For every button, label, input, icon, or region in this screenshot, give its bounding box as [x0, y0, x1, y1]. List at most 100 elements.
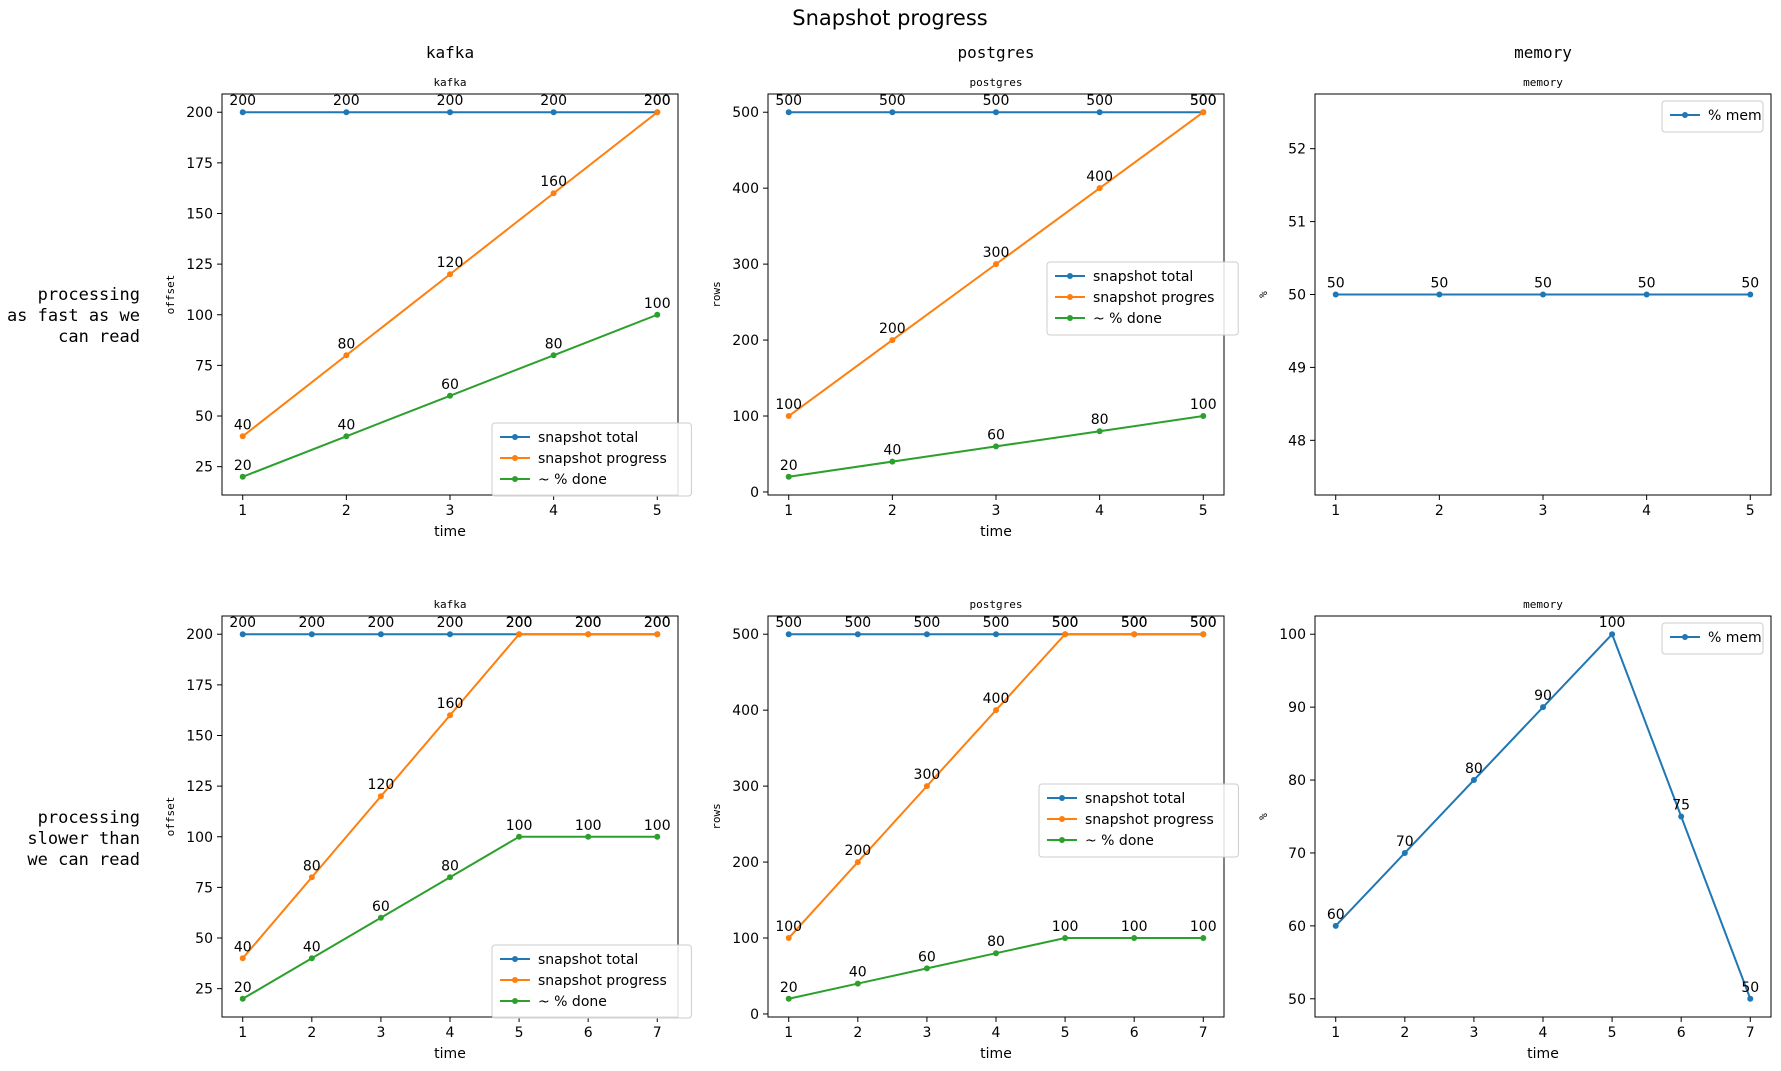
data-point [654, 631, 661, 638]
y-tick-label: 125 [186, 779, 213, 795]
column-header-kafka: kafka [426, 43, 474, 62]
data-point [1609, 631, 1616, 638]
data-point [993, 261, 999, 268]
y-tick-label: 200 [732, 855, 759, 871]
data-label: 500 [1052, 615, 1079, 631]
data-point [1200, 413, 1207, 420]
legend-frame [1661, 100, 1764, 133]
legend-swatch-marker [1059, 795, 1065, 801]
data-label: 160 [540, 174, 567, 190]
y-tick-label: 100 [732, 409, 759, 425]
data-label: 200 [644, 93, 671, 109]
data-label: 90 [1534, 688, 1552, 704]
data-label: 500 [1190, 93, 1217, 109]
data-point [239, 473, 246, 480]
legend-swatch-marker [512, 455, 518, 461]
x-axis-label: time [980, 524, 1012, 540]
data-label: 500 [914, 615, 941, 631]
row-label-line: we can read [27, 850, 140, 870]
data-label: 50 [1534, 276, 1552, 292]
chart-panel-memory: memory 1 2 3 4 5 48 49 50 51 52% 50 50 50 50 50 % mem [1257, 76, 1772, 519]
y-tick-label: 0 [750, 1007, 759, 1023]
x-tick-label: 7 [653, 1025, 662, 1041]
data-label: 200 [437, 93, 464, 109]
legend-swatch-marker [1059, 837, 1065, 843]
data-point [1131, 935, 1138, 942]
y-tick-label: 200 [186, 105, 213, 121]
y-tick-label: 125 [186, 257, 213, 273]
data-point [239, 109, 246, 116]
x-tick-label: 5 [1608, 1025, 1617, 1041]
data-label: 200 [575, 615, 602, 631]
panel-title: postgres [970, 76, 1023, 89]
data-label: 50 [1741, 980, 1759, 996]
y-tick-label: 150 [186, 206, 213, 222]
data-point [1062, 935, 1069, 942]
data-point [854, 859, 861, 866]
y-tick-label: 500 [732, 627, 759, 643]
data-label: 60 [1327, 907, 1345, 923]
panel-title: kafka [433, 598, 466, 611]
data-point [377, 914, 384, 921]
x-tick-label: 2 [342, 503, 351, 519]
data-point [550, 352, 557, 359]
x-tick-label: 3 [1539, 503, 1548, 519]
data-label: 200 [644, 615, 671, 631]
data-label: 40 [234, 939, 252, 955]
data-point [308, 631, 315, 638]
data-label: 20 [780, 980, 798, 996]
x-axis-label: time [1527, 1046, 1559, 1062]
legend-swatch-marker [1682, 112, 1688, 118]
chart-panel-kafka: kafka 1 2 3 4 5 6 7 25 50 75 100 125 150 175 200 time off… [164, 598, 692, 1062]
data-point [785, 109, 792, 116]
data-label: 500 [1086, 93, 1113, 109]
data-point [239, 433, 246, 440]
x-tick-label: 6 [584, 1025, 593, 1041]
panel-title: memory [1523, 76, 1563, 89]
legend-frame [1038, 783, 1239, 858]
data-label: 200 [575, 615, 602, 631]
data-point [654, 109, 661, 116]
data-label: 300 [983, 245, 1010, 261]
data-label: 40 [234, 417, 252, 433]
column-header-memory: memory [1514, 43, 1572, 62]
data-label: 500 [1190, 93, 1217, 109]
data-label: 100 [1190, 397, 1217, 413]
data-point [1096, 185, 1103, 192]
x-tick-label: 3 [376, 1025, 385, 1041]
legend-entry: snapshot total [1085, 791, 1185, 807]
data-label: 50 [1638, 276, 1656, 292]
y-tick-label: 300 [732, 779, 759, 795]
data-label: 160 [437, 696, 464, 712]
x-tick-label: 1 [1331, 1025, 1340, 1041]
legend: % mem [1661, 100, 1764, 133]
y-axis-label: offset [164, 797, 177, 837]
data-point [1678, 813, 1685, 820]
legend-swatch-marker [1067, 315, 1073, 321]
y-tick-label: 500 [732, 105, 759, 121]
data-label: 500 [983, 615, 1010, 631]
data-point [1200, 631, 1207, 638]
figure-title: Snapshot progress [792, 6, 988, 30]
y-axis-label: rows [710, 281, 723, 308]
data-point [343, 109, 350, 116]
data-point [1643, 291, 1650, 298]
data-label: 100 [1121, 919, 1148, 935]
data-point [308, 874, 315, 881]
data-label: 200 [368, 615, 395, 631]
data-label: 100 [1052, 919, 1079, 935]
y-tick-label: 75 [195, 358, 213, 374]
y-tick-label: 90 [1288, 700, 1306, 716]
data-point [1747, 291, 1754, 298]
data-label: 20 [234, 458, 252, 474]
y-axis-label: % [1257, 813, 1270, 820]
legend-entry: % mem [1708, 108, 1762, 124]
legend-entry: ~ % done [538, 472, 607, 488]
data-point [993, 950, 999, 957]
legend-swatch-marker [512, 977, 518, 983]
data-label: 50 [1327, 276, 1345, 292]
data-point [308, 955, 315, 962]
x-tick-label: 1 [1331, 503, 1340, 519]
y-tick-label: 75 [195, 880, 213, 896]
